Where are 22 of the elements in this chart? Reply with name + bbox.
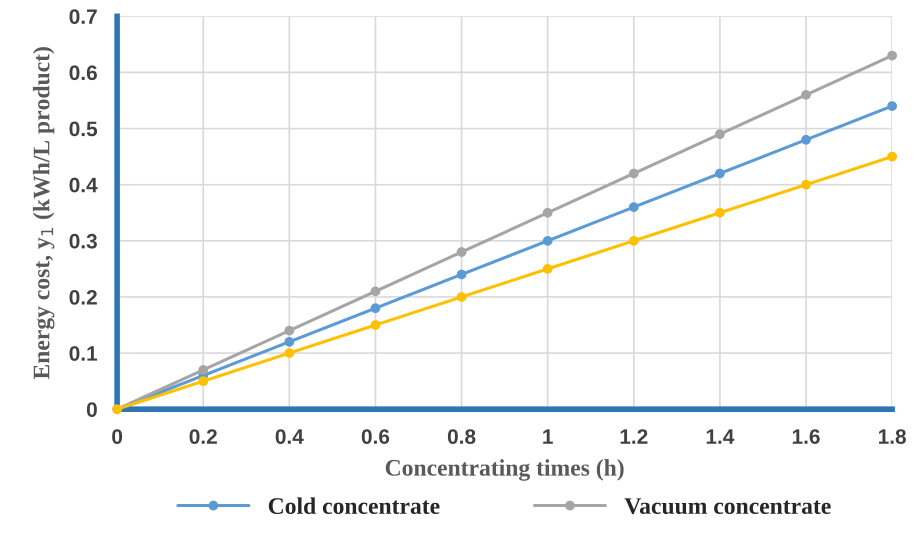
x-axis-title: Concentrating times (h) xyxy=(386,459,624,481)
x-tick-label: 1 xyxy=(543,429,553,444)
y-tick-label: 0.4 xyxy=(70,178,98,192)
y-tick-label: 0.6 xyxy=(70,65,97,80)
y-tick-label: 0.2 xyxy=(70,290,97,305)
x-tick-label: 0.4 xyxy=(276,429,304,444)
y-tick-label: 0.3 xyxy=(70,234,97,249)
x-tick-label: 0.8 xyxy=(448,429,476,444)
x-tick-label: 1.2 xyxy=(620,429,648,444)
y-axis-title: Energy cost, y$_{1}$ (kWh/L product) xyxy=(32,47,54,380)
x-tick-label: 1.8 xyxy=(878,429,906,444)
y-tick-label: 0.1 xyxy=(70,346,98,361)
x-tick-label: 0 xyxy=(112,429,122,444)
x-tick-label: 0.6 xyxy=(362,429,390,444)
legend-label: Vacuum concentrate xyxy=(624,498,831,514)
x-tick-label: 1.6 xyxy=(792,429,820,444)
x-tick-label: 0.2 xyxy=(190,429,217,444)
y-tick-label: 0.5 xyxy=(70,122,98,136)
y-tick-label: 0 xyxy=(86,402,97,417)
x-tick-label: 1.4 xyxy=(706,429,734,444)
y-tick-label: 0.7 xyxy=(70,9,97,24)
legend-label: Cold concentrate xyxy=(268,497,440,514)
